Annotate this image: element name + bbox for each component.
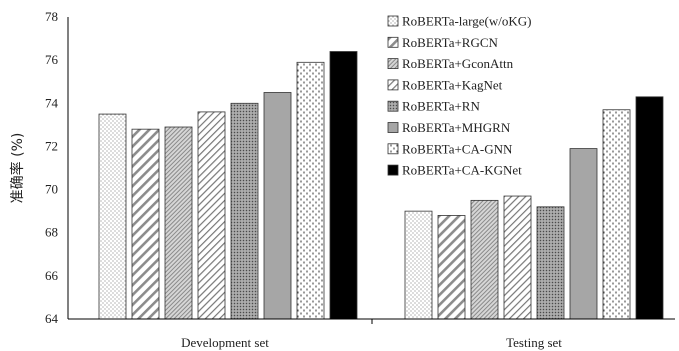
legend-label: RoBERTa+RGCN	[402, 35, 499, 50]
y-tick-label: 70	[45, 182, 58, 197]
y-axis-ticks: 64 66 68 70 72 74 76 78	[45, 9, 59, 326]
legend-swatch	[387, 143, 399, 155]
legend-swatch	[387, 100, 399, 112]
y-tick-label: 66	[45, 268, 59, 283]
bar-1-testing	[404, 210, 433, 320]
legend-label: RoBERTa-large(w/oKG)	[402, 14, 532, 29]
y-tick-label: 68	[45, 225, 58, 240]
bar-2-development	[131, 128, 160, 320]
y-axis-label: 准确率 (%)	[9, 133, 26, 204]
bar-5-testing	[536, 206, 565, 320]
legend-swatch	[387, 15, 399, 27]
bar-6-development	[263, 92, 292, 320]
x-category-label: Development set	[181, 335, 269, 350]
x-category-label: Testing set	[506, 335, 562, 350]
bar-6-testing	[569, 148, 598, 320]
bar-7-development	[296, 61, 325, 320]
legend: RoBERTa-large(w/oKG) RoBERTa+RGCN RoBERTa+…	[387, 14, 532, 178]
legend-swatch	[387, 79, 399, 91]
bar-5-development	[230, 102, 259, 320]
bar-2-testing	[437, 215, 466, 320]
legend-swatch	[387, 36, 399, 48]
legend-label: RoBERTa+KagNet	[402, 77, 503, 92]
legend-label: RoBERTa+CA-KGNet	[402, 163, 522, 178]
bar-8-development	[329, 51, 358, 320]
x-axis-labels: Development set Testing set	[181, 335, 562, 350]
legend-swatch	[387, 58, 399, 69]
legend-swatch	[387, 122, 399, 133]
bar-3-development	[164, 126, 193, 320]
y-tick-label: 74	[45, 95, 59, 110]
legend-label: RoBERTa+GconAttn	[402, 56, 514, 71]
y-tick-label: 76	[45, 52, 59, 67]
legend-label: RoBERTa+RN	[402, 99, 480, 114]
legend-label: RoBERTa+CA-GNN	[402, 141, 513, 156]
bar-8-testing	[635, 96, 664, 320]
y-tick-label: 72	[45, 138, 58, 153]
bar-3-testing	[470, 199, 499, 320]
bar-1-development	[98, 113, 127, 320]
bar-7-testing	[602, 109, 631, 320]
y-tick-label: 64	[45, 311, 59, 326]
bar-4-development	[197, 111, 226, 320]
legend-swatch	[387, 164, 399, 176]
bar-series	[98, 51, 664, 320]
y-tick-label: 78	[45, 9, 58, 24]
legend-label: RoBERTa+MHGRN	[402, 120, 511, 135]
bar-4-testing	[503, 195, 532, 320]
axes	[67, 17, 675, 324]
